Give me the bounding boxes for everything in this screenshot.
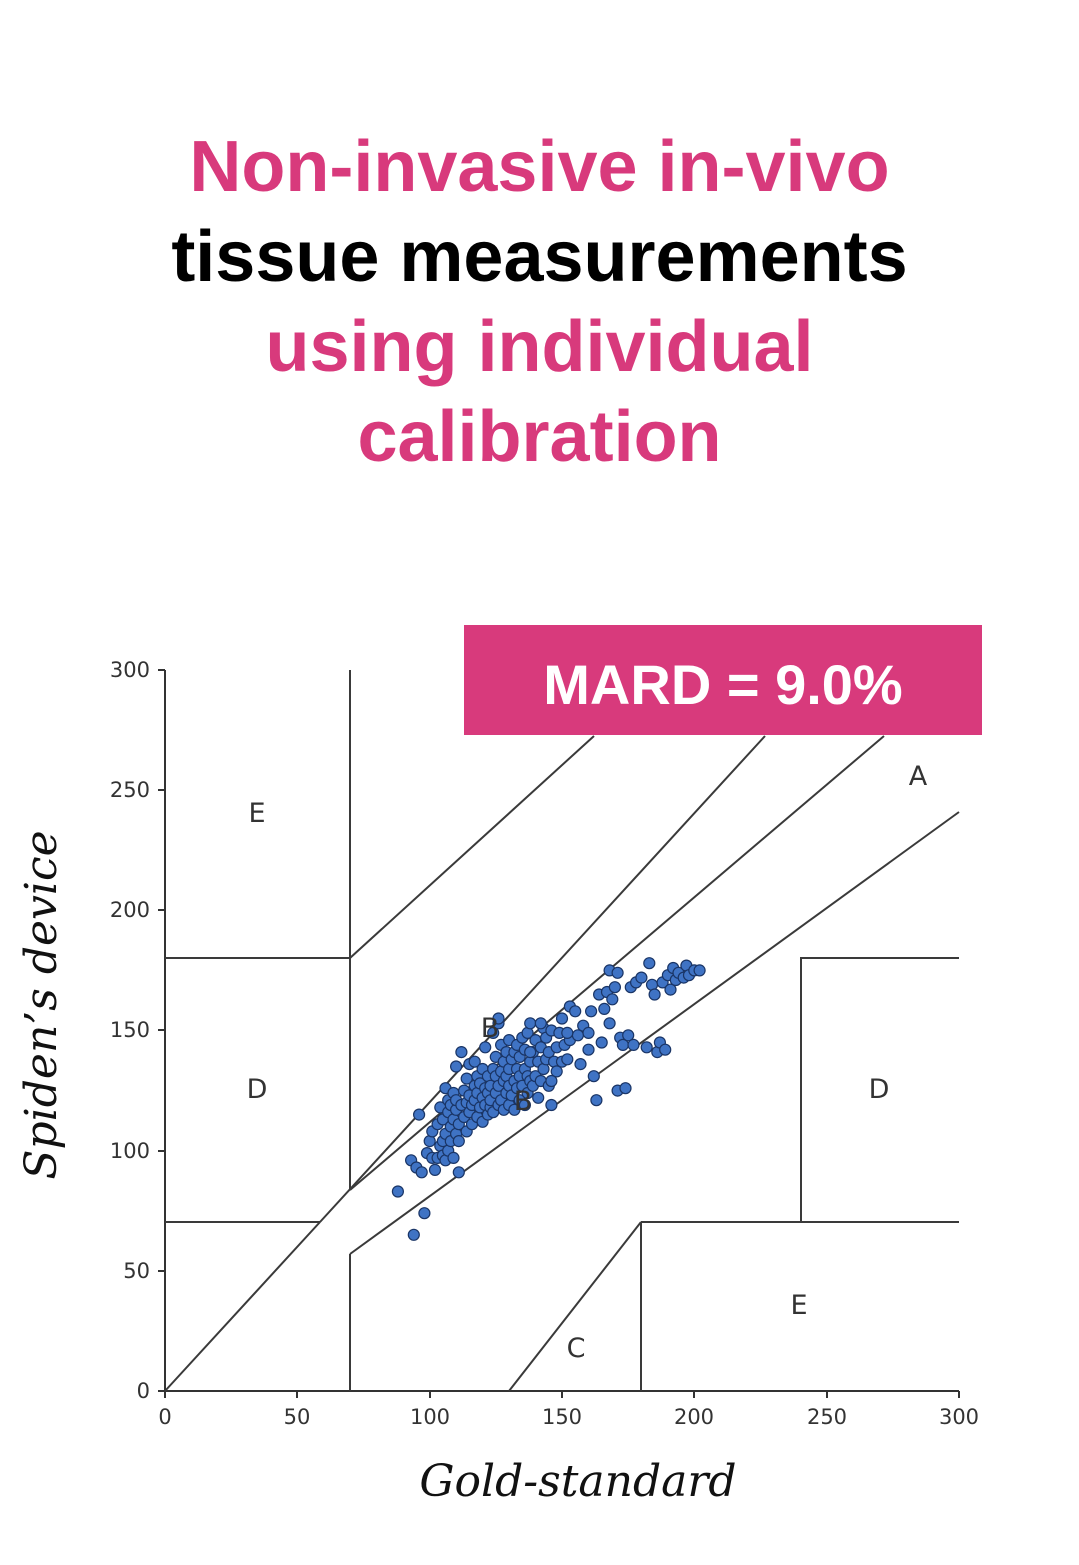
scatter-point	[611, 966, 624, 979]
title-line-1: Non-invasive in-vivo	[189, 127, 890, 207]
y-tick-label: 100	[110, 1139, 150, 1163]
zone-line-a-upper	[164, 1221, 321, 1392]
scatter-point	[479, 1041, 492, 1054]
y-tick-marks	[158, 669, 165, 1392]
scatter-point	[603, 1017, 616, 1030]
zone-label-c: C	[567, 1333, 586, 1364]
scatter-point	[569, 1005, 582, 1018]
scatter-point	[468, 1055, 481, 1068]
scatter-point	[659, 1043, 672, 1056]
scatter-point	[595, 1036, 608, 1049]
x-tick-marks	[164, 1391, 960, 1398]
scatter-point	[545, 1074, 558, 1088]
y-tick-labels: 0 50 100 150 200 250 300	[110, 658, 150, 1403]
mard-badge-text: MARD = 9.0%	[543, 653, 902, 716]
scatter-point	[452, 1166, 465, 1179]
scatter-point	[545, 1098, 558, 1112]
zone-label-b-lower: B	[514, 1086, 533, 1117]
scatter-point	[532, 1091, 545, 1104]
y-tick-label: 150	[110, 1018, 150, 1042]
scatter-point	[561, 1053, 574, 1066]
zone-label-e-lower: E	[790, 1290, 807, 1321]
scatter-point	[582, 1026, 595, 1040]
x-axis-label: Gold-standard	[419, 1456, 736, 1507]
scatter-point	[608, 981, 622, 994]
x-tick-label: 200	[674, 1405, 714, 1429]
scatter-point	[550, 1065, 563, 1078]
scatter-point	[524, 1017, 537, 1030]
scatter-point	[452, 1134, 465, 1148]
scatter-point	[561, 1026, 574, 1040]
zone-line-a-lower	[349, 811, 960, 1255]
scatter-point	[574, 1057, 587, 1071]
title-line-3: using individual	[265, 307, 814, 387]
zone-label-a: A	[909, 761, 928, 792]
zone-label-b-upper: B	[481, 1013, 500, 1044]
zone-labels: E A D D B B C E	[247, 761, 928, 1364]
zone-line-d-right	[800, 957, 959, 1222]
zone-label-d-left: D	[247, 1074, 268, 1105]
zone-label-d-right: D	[869, 1074, 890, 1105]
y-tick-label: 300	[110, 658, 150, 682]
scatter-point	[450, 1060, 463, 1073]
scatter-point	[606, 993, 619, 1006]
x-tick-label: 150	[542, 1405, 582, 1429]
mard-badge-background	[464, 625, 982, 735]
scatter-point	[643, 957, 656, 970]
zone-line-c-lower	[508, 1221, 642, 1392]
y-tick-label: 250	[110, 778, 150, 802]
x-tick-label: 50	[284, 1405, 311, 1429]
clarke-error-grid-chart: 0 50 100 150 200 250 300 0 50 100 150 20…	[16, 625, 982, 1507]
zone-label-e-upper: E	[248, 798, 265, 829]
scatter-point	[664, 983, 677, 996]
y-axis-label: Spiden’s device	[16, 830, 67, 1179]
mard-badge: MARD = 9.0%	[464, 625, 982, 735]
zone-boundaries	[164, 670, 960, 1392]
scatter-point	[587, 1070, 600, 1083]
scatter-point	[619, 1082, 632, 1095]
scatter-point	[627, 1038, 640, 1052]
scatter-point	[555, 1012, 569, 1025]
title-line-4: calibration	[357, 397, 722, 477]
scatter-point	[492, 1012, 505, 1025]
scatter-point	[447, 1151, 460, 1165]
scatter-point	[518, 1098, 532, 1112]
x-tick-label: 250	[807, 1405, 847, 1429]
scatter-point	[415, 1166, 428, 1179]
scatter-point	[635, 971, 648, 984]
y-tick-label: 50	[123, 1259, 150, 1283]
scatter-point	[391, 1185, 404, 1198]
scatter-point	[693, 964, 706, 977]
scatter-point	[582, 1043, 595, 1056]
title-line-2: tissue measurements	[171, 217, 908, 297]
x-tick-label: 100	[410, 1405, 450, 1429]
scatter-point	[534, 1017, 547, 1030]
scatter-point	[487, 1026, 500, 1040]
scatter-point	[598, 1002, 611, 1016]
scatter-point	[524, 1045, 537, 1059]
scatter-point	[413, 1108, 426, 1121]
scatter-point	[455, 1045, 468, 1059]
scatter-point	[622, 1029, 635, 1042]
zone-line-e-upper-diagonal	[349, 735, 595, 959]
axes: 0 50 100 150 200 250 300 0 50 100 150 20…	[110, 658, 979, 1429]
scatter-point	[508, 1103, 521, 1116]
scatter-point	[640, 1041, 653, 1054]
y-tick-label: 200	[110, 898, 150, 922]
zone-line-a-upper	[319, 735, 766, 1223]
scatter-point	[584, 1005, 598, 1018]
scatter-points	[391, 957, 706, 1241]
scatter-point	[407, 1228, 420, 1241]
scatter-point	[428, 1163, 442, 1177]
x-tick-labels: 0 50 100 150 200 250 300	[158, 1405, 979, 1429]
x-tick-label: 0	[158, 1405, 171, 1429]
y-tick-label: 0	[137, 1379, 150, 1403]
scatter-point	[418, 1207, 431, 1220]
title-block: Non-invasive in-vivo tissue measurements…	[0, 122, 1079, 482]
scatter-point	[648, 988, 661, 1001]
zone-line-diagonal-mid	[349, 735, 885, 1191]
scatter-point	[590, 1094, 603, 1107]
x-tick-label: 300	[939, 1405, 979, 1429]
